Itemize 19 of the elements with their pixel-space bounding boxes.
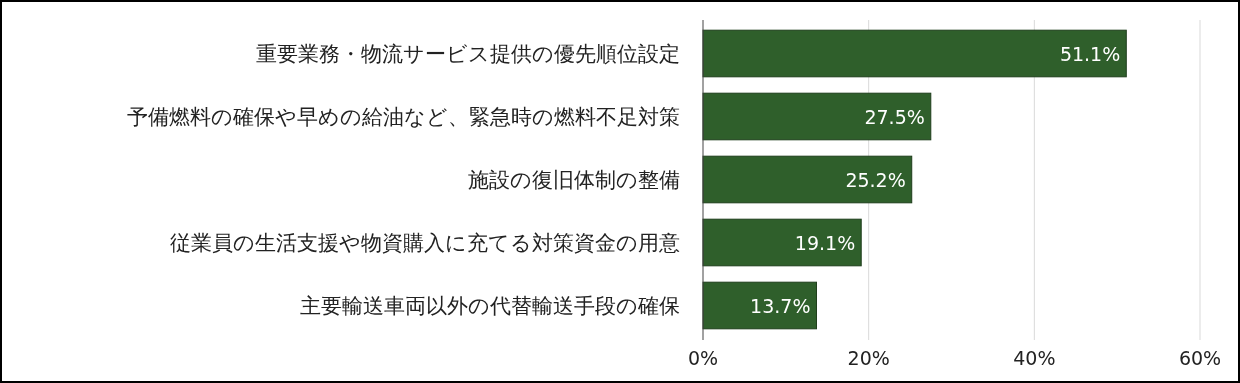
data-label: 51.1% (1059, 42, 1121, 65)
bar (702, 155, 913, 204)
y-tick-label: 施設の復旧体制の整備 (468, 167, 680, 192)
bar (702, 29, 1127, 78)
y-tick-label: 主要輸送車両以外の代替輸送手段の確保 (300, 293, 680, 318)
x-tick-label: 60% (1178, 347, 1222, 369)
x-tick-label: 0% (687, 347, 719, 369)
data-label: 27.5% (864, 105, 925, 128)
x-tick-label: 40% (1013, 347, 1056, 369)
y-tick-label: 重要業務・物流サービス提供の優先順位設定 (256, 41, 680, 66)
y-tick-label: 従業員の生活支援や物資購入に充てる対策資金の用意 (170, 230, 680, 255)
data-label: 25.2% (845, 168, 906, 191)
data-label: 13.7% (750, 294, 811, 317)
bar (702, 218, 862, 267)
data-label: 19.1% (794, 231, 856, 254)
bar (702, 281, 817, 330)
x-tick-label: 20% (847, 347, 890, 369)
bar (702, 92, 932, 141)
y-tick-label: 予備燃料の確保や早めの給油など、緊急時の燃料不足対策 (127, 104, 680, 129)
